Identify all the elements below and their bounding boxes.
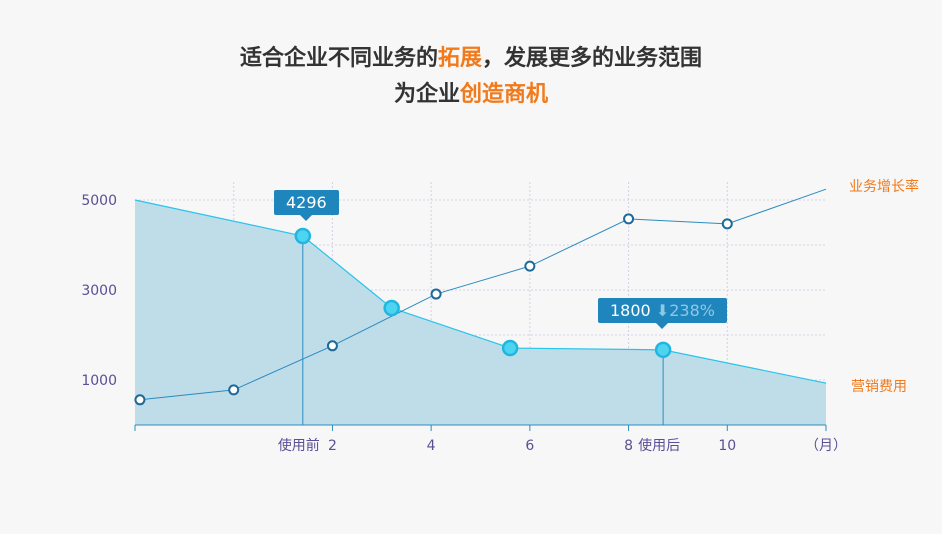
- tooltip-value: 4296: [286, 193, 327, 212]
- area-line: [134, 199, 827, 384]
- down-arrow-icon: ⬇: [655, 301, 670, 320]
- headline-2: 为企业创造商机: [0, 76, 942, 108]
- x-tick-label: 2: [328, 438, 337, 454]
- headline-1: 适合企业不同业务的拓展，发展更多的业务范围: [0, 40, 942, 72]
- headline-highlight: 拓展: [437, 46, 482, 71]
- x-tick-label: 8: [624, 438, 633, 454]
- growth-point: [623, 213, 635, 225]
- growth-point: [430, 288, 442, 300]
- y-tick-label: 1000: [81, 373, 117, 389]
- x-tick-label: 10: [718, 438, 736, 454]
- growth-point: [134, 394, 146, 406]
- y-tick-label: 3000: [81, 283, 117, 299]
- area-fill: [135, 200, 826, 425]
- tooltip-before: 4296: [274, 190, 339, 221]
- headline-text: 适合企业不同业务的: [239, 46, 438, 71]
- x-tick-label: 4: [427, 438, 436, 454]
- growth-point: [228, 384, 240, 396]
- series-label-cost: 营销费用: [851, 379, 907, 395]
- x-marker-label: 使用后: [638, 437, 680, 454]
- cost-point: [501, 339, 519, 357]
- x-unit-label: （月）: [805, 438, 847, 454]
- growth-point: [326, 340, 338, 352]
- tooltip-value: 1800: [610, 301, 651, 320]
- headline-text: ，发展更多的业务范围: [482, 46, 703, 71]
- series-label-growth: 业务增长率: [849, 179, 919, 195]
- y-tick-label: 5000: [81, 193, 117, 209]
- growth-point: [524, 260, 536, 272]
- cost-point: [654, 341, 672, 359]
- growth-line: [139, 188, 827, 401]
- growth-point: [721, 218, 733, 230]
- headline-text: 为企业: [393, 82, 460, 107]
- cost-point: [383, 299, 400, 317]
- cost-point: [294, 227, 312, 245]
- headline-highlight: 创造商机: [460, 82, 549, 107]
- tooltip-after: 1800 ⬇238%: [598, 298, 727, 329]
- x-marker-label: 使用前: [278, 437, 320, 454]
- x-tick-label: 6: [525, 438, 534, 454]
- tooltip-percent: 238%: [669, 301, 715, 320]
